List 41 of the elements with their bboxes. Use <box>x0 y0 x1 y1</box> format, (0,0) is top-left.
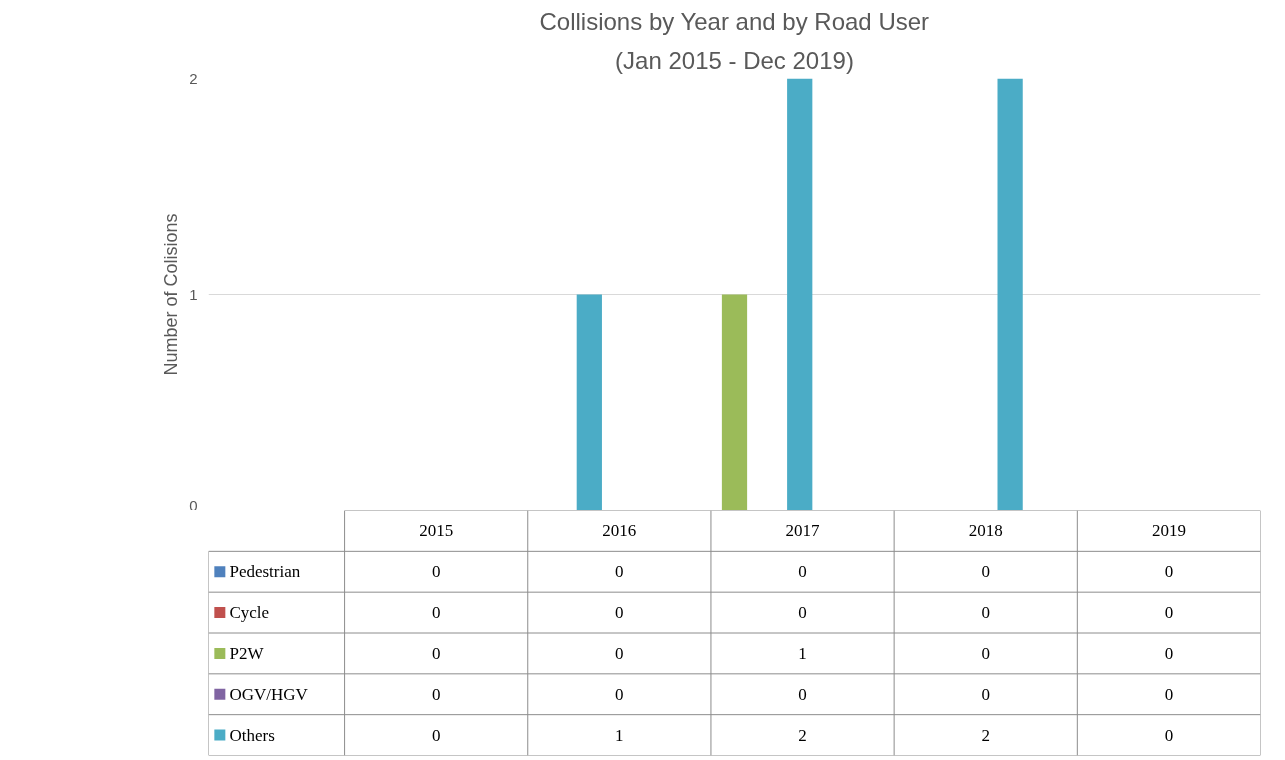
data-label: 0 <box>1164 725 1174 745</box>
data-label: 0 <box>615 643 624 663</box>
data-label: 0 <box>431 725 441 745</box>
data-label: 0 <box>431 603 441 623</box>
data-label: 2 <box>981 725 990 745</box>
chart-subtitle: (Jan 2015 - Dec 2019) <box>615 46 854 74</box>
data-label: 0 <box>1164 643 1174 663</box>
data-label: 0 <box>798 684 807 704</box>
legend-label: P2W <box>229 643 265 663</box>
y-axis-title: Number of Colisions <box>161 213 182 376</box>
data-label: 0 <box>431 643 441 663</box>
data-label: 0 <box>615 603 624 623</box>
data-label: 1 <box>615 725 624 745</box>
x-tick-label: 2018 <box>968 521 1003 541</box>
data-label: 0 <box>431 684 441 704</box>
data-label: 0 <box>798 603 807 623</box>
y-tick-label: 2 <box>189 69 198 87</box>
x-tick-label: 2016 <box>602 521 637 541</box>
y-tick-label: 0 <box>189 496 198 514</box>
data-label: 0 <box>981 684 990 704</box>
data-label: 0 <box>1164 562 1174 582</box>
x-tick-label: 2017 <box>785 521 821 541</box>
legend-label: OGV/HGV <box>229 684 309 704</box>
x-tick-label: 2015 <box>419 521 454 541</box>
data-label: 0 <box>981 562 990 582</box>
data-label: 0 <box>615 684 624 704</box>
legend-label: Others <box>229 725 275 745</box>
data-label: 0 <box>615 562 624 582</box>
x-tick-label: 2019 <box>1151 521 1186 541</box>
data-label: 0 <box>1164 684 1174 704</box>
legend-label: Cycle <box>229 603 270 623</box>
data-label: 0 <box>981 643 990 663</box>
data-label: 1 <box>798 643 807 663</box>
chart-title: Collisions by Year and by Road User <box>539 7 930 35</box>
legend-label: Pedestrian <box>229 562 301 582</box>
data-label: 0 <box>431 562 441 582</box>
data-label: 0 <box>1164 603 1174 623</box>
data-label: 0 <box>981 603 990 623</box>
y-tick-label: 1 <box>189 285 198 303</box>
data-label: 2 <box>798 725 807 745</box>
data-label: 0 <box>798 562 807 582</box>
